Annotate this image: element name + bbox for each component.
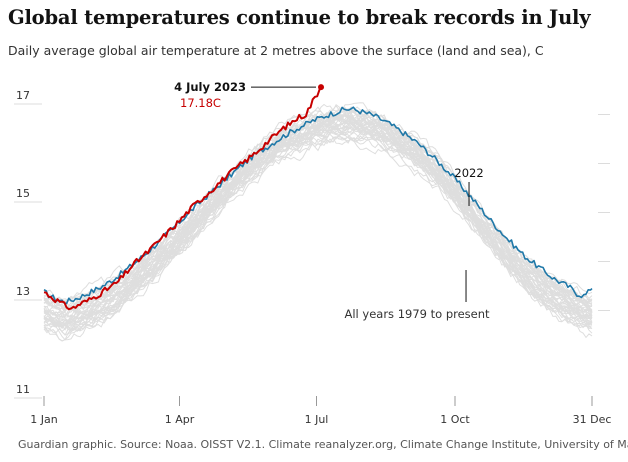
y-tick-labels: 17 15 13 11 (16, 89, 30, 396)
x-tick-label-1-apr: 1 Apr (165, 413, 195, 426)
x-tick-label-1-jan: 1 Jan (30, 413, 57, 426)
background-year-line (43, 117, 593, 325)
series-line-2022 (43, 106, 593, 305)
background-year-line (43, 117, 593, 342)
x-tick-label-1-jul: 1 Jul (305, 413, 329, 426)
y-tick-label-13: 13 (16, 285, 30, 298)
y-tick-label-15: 15 (16, 187, 30, 200)
background-year-line (43, 117, 593, 302)
background-year-line (43, 124, 593, 341)
all-years-label: All years 1979 to present (344, 307, 490, 321)
record-point-dot (318, 84, 325, 91)
temperature-chart: 17 15 13 11 1 Jan 1 Apr 1 Jul 1 Oct 31 Dec 4 Ju… (14, 80, 611, 426)
background-year-line (43, 115, 593, 336)
background-years-lines (43, 102, 593, 342)
source-note: Guardian graphic. Source: Noaa. OISST V2… (18, 438, 628, 451)
x-tick-label-1-oct: 1 Oct (440, 413, 470, 426)
x-tick-label-31-dec: 31 Dec (573, 413, 612, 426)
series-lines (43, 86, 593, 311)
background-year-line (43, 121, 593, 330)
background-year-line (43, 130, 593, 330)
chart-title: Global temperatures continue to break re… (8, 6, 591, 29)
y-tick-label-17: 17 (16, 89, 30, 102)
record-date-label: 4 July 2023 (174, 80, 246, 94)
year-2022-label: 2022 (454, 166, 483, 180)
background-year-line (43, 122, 593, 319)
series-line-2023 (43, 86, 322, 311)
background-year-line (43, 130, 593, 323)
gridlines (14, 103, 610, 399)
record-value-label: 17.18C (180, 96, 221, 110)
y-tick-label-11: 11 (16, 383, 30, 396)
x-axis: 1 Jan 1 Apr 1 Jul 1 Oct 31 Dec (30, 396, 611, 426)
background-year-line (43, 110, 593, 326)
chart-subtitle: Daily average global air temperature at … (8, 43, 544, 58)
annotations: 4 July 2023 17.18C 2022 All years 1979 t… (174, 80, 490, 321)
